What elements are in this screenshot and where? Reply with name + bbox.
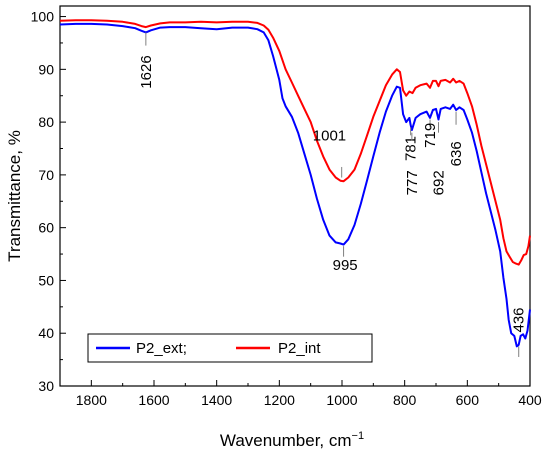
peak-label-636: 636 (448, 141, 465, 166)
peak-label-436: 436 (511, 307, 528, 332)
peak-label-692: 692 (431, 170, 448, 195)
y-tick-label-4: 70 (38, 167, 54, 183)
y-tick-label-0: 30 (38, 378, 54, 394)
y-axis-label: Transmittance, % (5, 130, 24, 262)
x-tick-label-0: 1800 (76, 392, 107, 408)
x-tick-label-5: 800 (393, 392, 417, 408)
x-tick-label-6: 600 (456, 392, 480, 408)
x-tick-label-2: 1400 (201, 392, 232, 408)
peak-label-719: 719 (422, 123, 439, 148)
y-tick-label-1: 40 (38, 325, 54, 341)
plot-frame (59, 5, 531, 387)
series-line-p2-ext (59, 22, 531, 348)
x-tick-label-4: 1000 (326, 392, 357, 408)
y-tick-label-5: 80 (38, 114, 54, 130)
y-tick-label-3: 60 (38, 220, 54, 236)
legend-box (87, 333, 373, 363)
x-axis-label: Wavenumber, cm−1 (220, 430, 364, 450)
x-tick-label-1: 1600 (138, 392, 169, 408)
axis-ticks (59, 16, 531, 387)
peak-label-1626: 1626 (138, 55, 155, 88)
series-lines (59, 19, 531, 348)
series-line-p2-int (59, 19, 531, 266)
y-tick-label-6: 90 (38, 61, 54, 77)
x-axis-label-superscript: −1 (352, 430, 365, 442)
y-tick-label-2: 50 (38, 272, 54, 288)
legend-label-p2-ext: P2_ext; (136, 340, 187, 357)
peak-label-995: 995 (333, 257, 358, 274)
legend-label-p2-int: P2_int (278, 340, 321, 357)
peak-label-781: 781 (403, 136, 420, 161)
peak-label-1001: 1001 (313, 128, 346, 145)
x-axis-label-main: Wavenumber, cm (220, 431, 352, 450)
x-tick-label-7: 400 (518, 392, 542, 408)
y-tick-label-7: 100 (31, 9, 55, 25)
x-tick-label-3: 1200 (264, 392, 295, 408)
tick-labels: 1800 1600 1400 1200 1000 800 600 400 30 40 50 60 70 8… (31, 9, 542, 408)
peak-label-777: 777 (404, 170, 421, 195)
legend: P2_ext; P2_int (87, 333, 373, 363)
